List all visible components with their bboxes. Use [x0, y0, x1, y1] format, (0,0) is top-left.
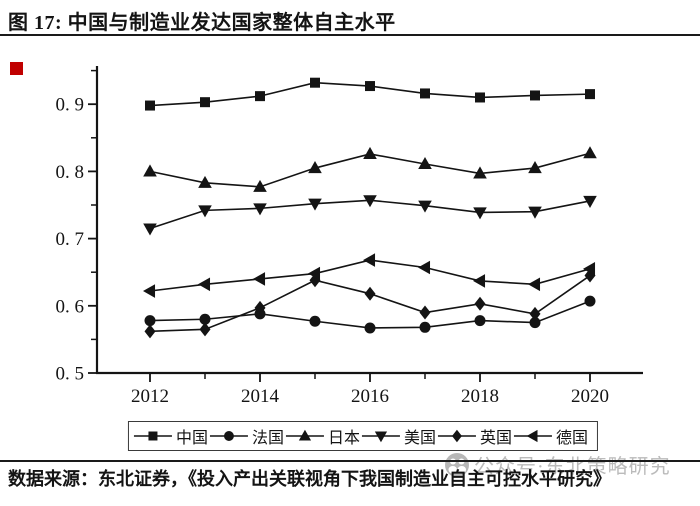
- data-point-triangle-left: [528, 277, 541, 292]
- y-tick-label: 0. 9: [56, 95, 85, 116]
- data-point-triangle-down: [363, 195, 377, 208]
- y-tick-label: 0. 7: [56, 229, 85, 250]
- data-point-circle: [144, 315, 156, 327]
- triangle-up-legend-icon: [285, 429, 324, 441]
- y-tick-label: 0. 5: [56, 364, 85, 385]
- data-point-triangle-left: [143, 284, 156, 298]
- triangle-left-legend-icon: [514, 429, 553, 443]
- data-point-triangle-left: [583, 262, 596, 276]
- data-point-diamond: [144, 324, 156, 339]
- data-point-triangle-down: [473, 207, 487, 220]
- data-point-square: [475, 92, 485, 103]
- data-point-square: [420, 88, 430, 99]
- data-point-triangle-up: [253, 179, 267, 192]
- circle-legend-icon: [209, 431, 248, 441]
- data-point-triangle-down: [583, 195, 597, 208]
- legend-label: 日本: [327, 430, 360, 447]
- data-point-triangle-left: [253, 272, 266, 286]
- data-point-square: [310, 77, 320, 88]
- data-point-triangle-up: [363, 146, 377, 159]
- data-point-diamond: [254, 300, 266, 315]
- data-point-triangle-up: [473, 166, 487, 179]
- data-point-square: [585, 89, 595, 100]
- data-point-circle: [529, 317, 541, 329]
- legend-label: 法国: [251, 430, 284, 447]
- data-point-triangle-left: [473, 274, 486, 288]
- legend-item-triangle-up: 日本: [285, 424, 361, 448]
- data-point-diamond: [529, 306, 541, 321]
- title-divider: [0, 34, 700, 36]
- footer-divider: [0, 460, 700, 462]
- data-point-triangle-up: [528, 161, 542, 174]
- data-point-circle: [199, 313, 211, 325]
- data-point-triangle-up: [583, 146, 597, 159]
- data-point-triangle-down: [253, 203, 267, 216]
- data-point-diamond: [419, 305, 431, 320]
- data-point-circle: [584, 295, 596, 307]
- data-source-text: 数据来源：东北证券，《投入产出关联视角下我国制造业自主可控水平研究》: [8, 469, 611, 489]
- data-point-square: [145, 100, 155, 111]
- triangle-down-legend-icon: [362, 431, 400, 443]
- data-point-diamond: [199, 322, 211, 337]
- legend-label: 德国: [556, 430, 589, 447]
- data-point-circle: [364, 322, 376, 334]
- data-point-square: [200, 97, 210, 108]
- figure-title: 图 17: 中国与制造业发达国家整体自主水平: [8, 12, 396, 34]
- data-point-triangle-left: [198, 277, 211, 292]
- diamond-legend-icon: [438, 429, 477, 443]
- data-point-square: [365, 81, 375, 92]
- x-tick-label: 2020: [571, 386, 609, 407]
- red-square-marker: [10, 62, 23, 75]
- data-point-triangle-left: [418, 260, 431, 275]
- data-point-triangle-up: [143, 164, 157, 177]
- x-tick-label: 2018: [461, 386, 499, 407]
- data-point-triangle-down: [198, 205, 212, 218]
- data-point-triangle-down: [418, 200, 432, 213]
- data-point-triangle-left: [308, 266, 321, 281]
- square-legend-icon: [133, 431, 172, 441]
- data-point-diamond: [474, 296, 486, 311]
- data-point-square: [530, 90, 540, 101]
- legend-item-square: 中国: [133, 424, 209, 448]
- data-point-triangle-down: [528, 206, 542, 219]
- legend-label: 中国: [175, 430, 208, 447]
- data-point-square: [255, 91, 265, 102]
- legend-label: 英国: [480, 430, 513, 447]
- data-point-triangle-up: [198, 175, 212, 188]
- x-tick-label: 2012: [131, 386, 169, 407]
- data-point-triangle-up: [308, 161, 322, 174]
- data-point-circle: [309, 315, 321, 327]
- y-tick-label: 0. 6: [56, 296, 85, 317]
- line-chart: 0. 9 0. 8 0. 7 0. 6 0. 5 2012 2014 2016 2018 2020: [56, 66, 643, 407]
- data-point-triangle-up: [418, 157, 432, 170]
- legend-item-triangle-down: 美国: [361, 424, 437, 448]
- legend-item-diamond: 英国: [437, 424, 513, 448]
- legend-item-circle: 法国: [209, 424, 285, 448]
- data-point-diamond: [364, 286, 376, 301]
- chart-legend: 中国 法国 日本 美国 英国 德国: [127, 421, 599, 451]
- data-point-circle: [474, 315, 486, 327]
- x-tick-label: 2016: [351, 386, 389, 407]
- legend-label: 美国: [404, 430, 437, 447]
- series-line-triangle-left: [149, 259, 591, 292]
- data-point-triangle-left: [363, 253, 376, 267]
- x-tick-label: 2014: [241, 386, 280, 407]
- legend-item-triangle-left: 德国: [513, 424, 589, 448]
- data-point-triangle-down: [143, 223, 157, 236]
- data-point-triangle-down: [308, 198, 322, 211]
- data-point-circle: [419, 321, 431, 333]
- y-tick-label: 0. 8: [56, 162, 85, 183]
